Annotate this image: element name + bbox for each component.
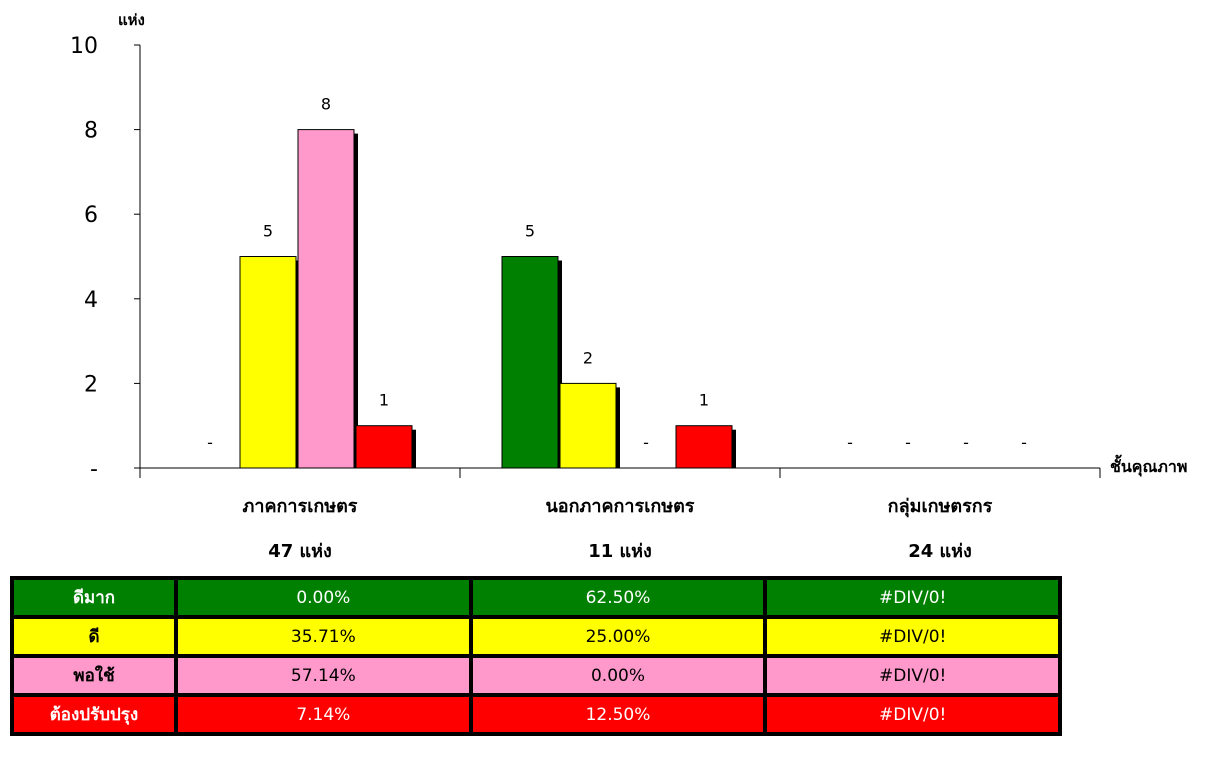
data-label: -: [643, 433, 649, 452]
bar-1-1: [559, 382, 617, 469]
category-total: 47 แห่ง: [268, 541, 332, 562]
percent-cell: 0.00%: [174, 576, 473, 619]
data-label: 8: [321, 95, 331, 114]
bar-0-1: [239, 256, 297, 469]
quality-summary-table: ดีมาก 0.00% 62.50% #DIV/0! ดี 35.71% 25.00% #DI…: [10, 576, 1062, 736]
category-total: 24 แห่ง: [908, 541, 972, 562]
data-label: 5: [263, 222, 273, 241]
table-row: ต้องปรับปรุง 7.14% 12.50% #DIV/0!: [10, 693, 1062, 736]
y-unit-label: แห่ง: [118, 11, 145, 29]
y-tick-label: 8: [84, 119, 98, 144]
x-axis-label: ชั้นคุณภาพ: [1110, 454, 1187, 477]
percent-cell: 57.14%: [174, 654, 473, 697]
row-label: ดี: [10, 615, 178, 658]
data-label: -: [847, 433, 853, 452]
percent-cell: #DIV/0!: [763, 576, 1062, 619]
y-tick-label: 2: [84, 372, 98, 397]
y-tick-label: 4: [84, 288, 98, 313]
plot-area: - 2 4 6 8 10 - 5 8 1 ภาคการเกษตร 47 แห่ง 5 2 - 1 นอกภาคก…: [70, 34, 1101, 562]
percent-cell: 62.50%: [468, 576, 768, 619]
category-label: กลุ่มเกษตรกร: [888, 496, 993, 518]
row-label: ดีมาก: [10, 576, 178, 619]
data-label: -: [905, 433, 911, 452]
percent-cell: 35.71%: [174, 615, 473, 658]
bar-0-2: [297, 129, 355, 469]
y-tick-label: -: [90, 457, 98, 482]
percent-cell: #DIV/0!: [763, 615, 1062, 658]
bar-1-3: [675, 425, 733, 469]
table-row: พอใช้ 57.14% 0.00% #DIV/0!: [10, 654, 1062, 697]
percent-cell: 7.14%: [174, 693, 473, 736]
data-label: -: [963, 433, 969, 452]
percent-cell: 12.50%: [468, 693, 768, 736]
table-row: ดี 35.71% 25.00% #DIV/0!: [10, 615, 1062, 658]
percent-cell: #DIV/0!: [763, 654, 1062, 697]
data-label: 5: [525, 222, 535, 241]
data-label: 2: [583, 348, 593, 367]
category-label: ภาคการเกษตร: [243, 496, 358, 517]
bar-1-0: [501, 256, 559, 469]
data-label: 1: [699, 391, 709, 410]
percent-cell: 25.00%: [468, 615, 768, 658]
table-row: ดีมาก 0.00% 62.50% #DIV/0!: [10, 576, 1062, 619]
data-label: -: [207, 433, 213, 452]
row-label: ต้องปรับปรุง: [10, 693, 178, 736]
bar-0-3: [355, 425, 413, 469]
percent-cell: #DIV/0!: [763, 693, 1062, 736]
data-label: -: [1021, 433, 1027, 452]
category-label: นอกภาคการเกษตร: [546, 496, 695, 517]
y-tick-label: 10: [70, 34, 98, 59]
category-total: 11 แห่ง: [588, 541, 652, 562]
row-label: พอใช้: [10, 654, 178, 697]
data-label: 1: [379, 391, 389, 410]
bar-chart: แห่ง ชั้นคุณภาพ - 2 4 6 8 10 - 5 8 1 ภาคการเกษตร 47…: [70, 11, 1187, 562]
percent-cell: 0.00%: [468, 654, 768, 697]
y-tick-label: 6: [84, 203, 98, 228]
